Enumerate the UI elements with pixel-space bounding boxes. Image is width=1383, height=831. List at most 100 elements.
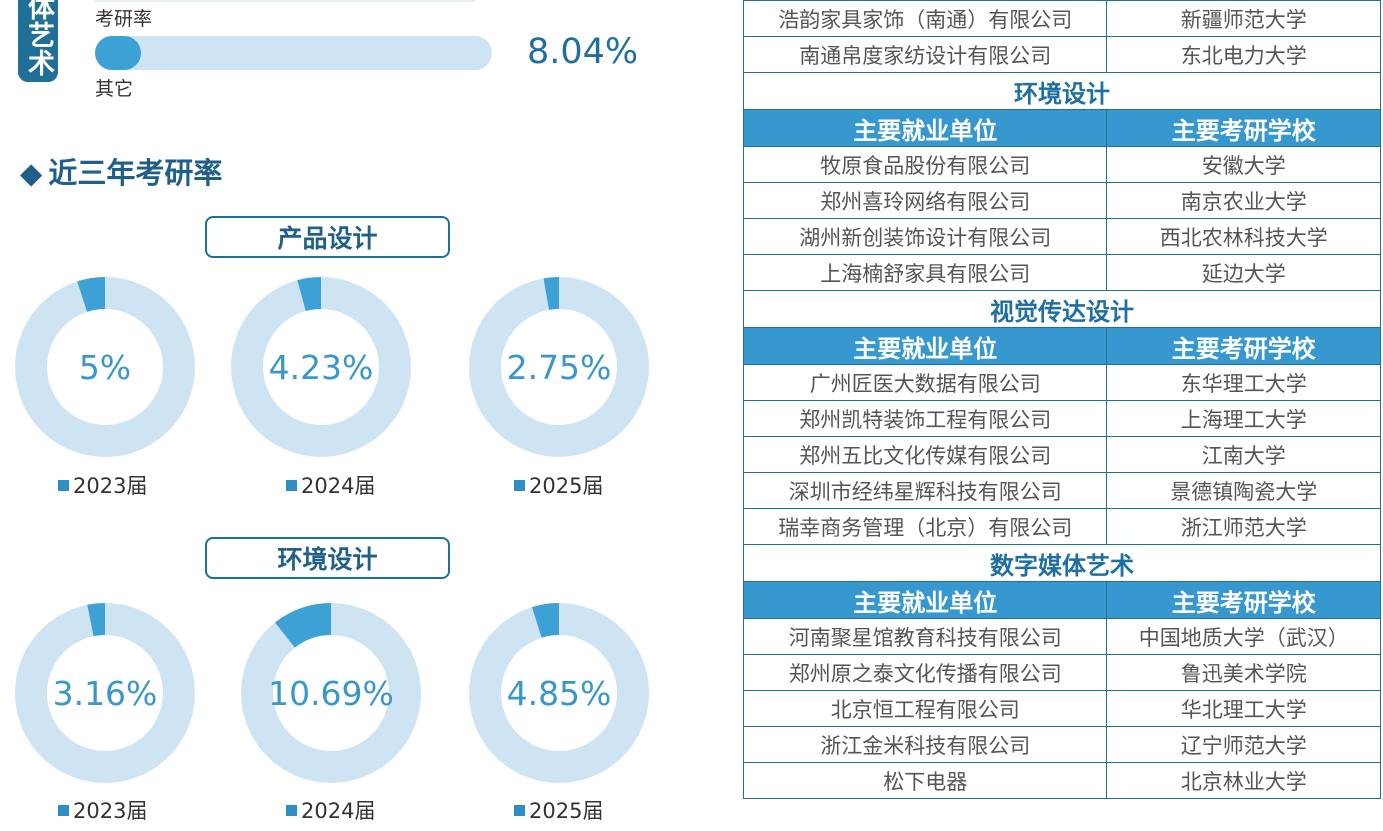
school-cell: 华北理工大学 [1106, 690, 1381, 727]
table-row: 浙江金米科技有限公司 辽宁师范大学 [742, 726, 1381, 763]
donut-product-2024: 4.23% [231, 277, 411, 457]
table-row: 瑞幸商务管理（北京）有限公司 浙江师范大学 [742, 508, 1381, 545]
legend-year: 2023届 [58, 795, 147, 825]
legend-year: 2024届 [286, 470, 375, 500]
header-school: 主要考研学校 [1106, 327, 1381, 365]
group-title-environment-design: 环境设计 [205, 537, 450, 579]
table-row: 河南聚星馆教育科技有限公司 中国地质大学（武汉） [742, 618, 1381, 655]
group-title-product-design: 产品设计 [205, 216, 450, 258]
table-row: 郑州五比文化传媒有限公司 江南大学 [742, 436, 1381, 473]
header-employer: 主要就业单位 [742, 327, 1108, 365]
other-rate-bar-fill [95, 36, 141, 70]
legend-square-icon [58, 480, 69, 491]
table-row: 北京恒工程有限公司 华北理工大学 [742, 690, 1381, 727]
employer-cell: 北京恒工程有限公司 [742, 690, 1108, 727]
table-section-row: 环境设计 [743, 72, 1381, 110]
donut-value: 10.69% [268, 673, 394, 713]
other-rate-bar [95, 36, 492, 70]
table-row: 牧原食品股份有限公司 安徽大学 [742, 146, 1381, 183]
donut-segment [274, 603, 332, 649]
legend-square-icon [514, 805, 525, 816]
school-cell: 西北农林科技大学 [1106, 218, 1381, 255]
donut-value: 4.23% [268, 347, 374, 387]
donut-segment [543, 277, 560, 310]
legend-year: 2025届 [514, 795, 603, 825]
school-cell: 南京农业大学 [1106, 182, 1381, 219]
header-employer: 主要就业单位 [742, 109, 1108, 147]
employer-cell: 郑州五比文化传媒有限公司 [742, 436, 1108, 473]
header-school: 主要考研学校 [1106, 109, 1381, 147]
side-tag-label: 体艺术 [23, 0, 54, 77]
donut-segment [77, 277, 106, 313]
employer-cell: 河南聚星馆教育科技有限公司 [742, 618, 1108, 655]
employer-cell: 浙江金米科技有限公司 [742, 726, 1108, 763]
school-cell: 安徽大学 [1106, 146, 1381, 183]
employer-cell: 瑞幸商务管理（北京）有限公司 [742, 508, 1108, 545]
section-title: ◆ 近三年考研率 [20, 150, 222, 192]
major-side-tag: 体艺术 [18, 0, 58, 82]
legend-square-icon [286, 480, 297, 491]
table-section-row: 数字媒体艺术 [743, 544, 1381, 582]
donut-env-2025: 4.85% [469, 603, 649, 783]
table-row: 南通帛度家纺设计有限公司 东北电力大学 [742, 36, 1381, 73]
employment-table: 浩韵家具家饰（南通）有限公司 新疆师范大学 南通帛度家纺设计有限公司 东北电力大学 环境… [742, 0, 1381, 799]
table-header-row: 主要就业单位 主要考研学校 [742, 109, 1381, 147]
employer-cell: 松下电器 [742, 762, 1108, 799]
table-section-title: 环境设计 [743, 72, 1381, 110]
employer-cell: 广州匠医大数据有限公司 [742, 364, 1108, 401]
donut-value: 3.16% [52, 673, 158, 713]
table-row: 郑州凯特装饰工程有限公司 上海理工大学 [742, 400, 1381, 437]
donut-value: 2.75% [506, 347, 612, 387]
donut-segment [531, 603, 560, 638]
employer-cell: 湖州新创装饰设计有限公司 [742, 218, 1108, 255]
school-cell: 景德镇陶瓷大学 [1106, 472, 1381, 509]
school-cell: 东华理工大学 [1106, 364, 1381, 401]
employer-cell: 牧原食品股份有限公司 [742, 146, 1108, 183]
school-cell: 新疆师范大学 [1106, 0, 1381, 37]
table-section-title: 数字媒体艺术 [743, 544, 1381, 582]
diamond-icon: ◆ [20, 156, 43, 190]
legend-year: 2024届 [286, 795, 375, 825]
top-divider [95, 0, 475, 2]
employer-cell: 浩韵家具家饰（南通）有限公司 [742, 0, 1108, 37]
school-cell: 浙江师范大学 [1106, 508, 1381, 545]
header-employer: 主要就业单位 [742, 581, 1108, 619]
section-title-text: 近三年考研率 [48, 156, 223, 190]
table-section-title: 视觉传达设计 [743, 290, 1381, 328]
donut-product-2023: 5% [15, 277, 195, 457]
table-row: 郑州原之泰文化传播有限公司 鲁迅美术学院 [742, 654, 1381, 691]
donut-product-2025: 2.75% [469, 277, 649, 457]
school-cell: 江南大学 [1106, 436, 1381, 473]
table-row: 上海楠舒家具有限公司 延边大学 [742, 254, 1381, 291]
school-cell: 延边大学 [1106, 254, 1381, 291]
kaoyan-rate-label: 考研率 [95, 8, 153, 30]
school-cell: 东北电力大学 [1106, 36, 1381, 73]
header-school: 主要考研学校 [1106, 581, 1381, 619]
school-cell: 中国地质大学（武汉） [1106, 618, 1381, 655]
table-row: 湖州新创装饰设计有限公司 西北农林科技大学 [742, 218, 1381, 255]
employer-cell: 郑州喜玲网络有限公司 [742, 182, 1108, 219]
donut-segment [297, 277, 322, 312]
table-row: 松下电器 北京林业大学 [742, 762, 1381, 799]
employer-cell: 上海楠舒家具有限公司 [742, 254, 1108, 291]
school-cell: 辽宁师范大学 [1106, 726, 1381, 763]
table-header-row: 主要就业单位 主要考研学校 [742, 327, 1381, 365]
table-row: 广州匠医大数据有限公司 东华理工大学 [742, 364, 1381, 401]
table-row: 郑州喜玲网络有限公司 南京农业大学 [742, 182, 1381, 219]
table-row: 浩韵家具家饰（南通）有限公司 新疆师范大学 [742, 0, 1381, 37]
legend-year: 2025届 [514, 470, 603, 500]
employer-cell: 郑州凯特装饰工程有限公司 [742, 400, 1108, 437]
school-cell: 鲁迅美术学院 [1106, 654, 1381, 691]
other-rate-value: 8.04% [527, 32, 639, 72]
legend-square-icon [58, 805, 69, 816]
legend-year: 2023届 [58, 470, 147, 500]
other-label: 其它 [95, 78, 134, 100]
donut-value: 5% [78, 347, 132, 387]
donut-segment [87, 603, 106, 637]
legend-square-icon [286, 805, 297, 816]
donut-value: 4.85% [506, 673, 612, 713]
employer-cell: 郑州原之泰文化传播有限公司 [742, 654, 1108, 691]
table-header-row: 主要就业单位 主要考研学校 [742, 581, 1381, 619]
donut-env-2023: 3.16% [15, 603, 195, 783]
table-row: 深圳市经纬星辉科技有限公司 景德镇陶瓷大学 [742, 472, 1381, 509]
